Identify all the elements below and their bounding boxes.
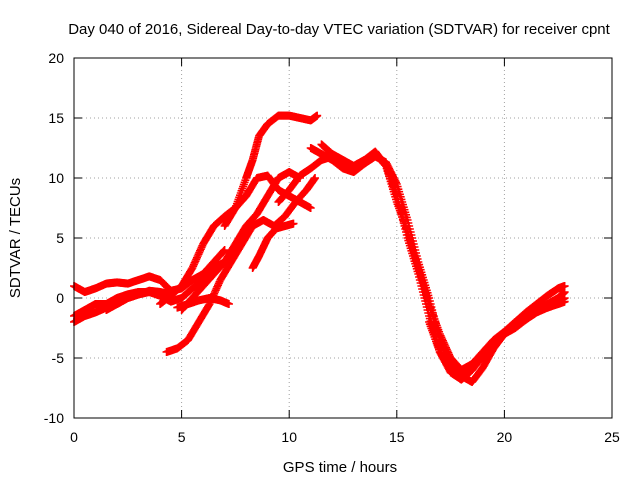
axis-ticks: 0 5 10 15 20 25 -10 -5 0 5 10 15 20 xyxy=(44,50,620,445)
y-tick-label: -10 xyxy=(44,410,64,426)
x-axis-label: GPS time / hours xyxy=(283,459,397,476)
x-tick-label: 25 xyxy=(604,429,620,445)
grid-lines xyxy=(74,58,612,418)
x-tick-label: 5 xyxy=(178,429,186,445)
series-track-10 xyxy=(248,219,298,272)
x-tick-label: 20 xyxy=(497,429,513,445)
y-tick-label: 15 xyxy=(48,110,64,126)
series-track-14 xyxy=(425,297,569,380)
y-tick-label: -5 xyxy=(52,350,65,366)
data-point xyxy=(220,246,229,254)
y-tick-label: 5 xyxy=(56,230,64,246)
data-points xyxy=(70,111,569,386)
data-point xyxy=(311,174,320,182)
series-track-8 xyxy=(177,168,304,314)
series-track-4 xyxy=(102,288,175,314)
data-point xyxy=(224,300,233,308)
data-point xyxy=(313,111,322,120)
y-tick-label: 20 xyxy=(48,50,64,66)
series-track-6 xyxy=(162,174,320,356)
data-point xyxy=(306,204,315,212)
x-tick-label: 15 xyxy=(389,429,405,445)
series-track-13 xyxy=(317,140,569,374)
data-point xyxy=(560,288,569,296)
chart-title: Day 040 of 2016, Sidereal Day-to-day VTE… xyxy=(68,21,610,38)
y-tick-label: 10 xyxy=(48,170,64,186)
x-tick-label: 0 xyxy=(70,429,78,445)
data-point xyxy=(289,219,298,228)
data-point xyxy=(560,297,569,306)
series-track-9 xyxy=(220,111,322,230)
y-axis-label: SDTVAR / TECUs xyxy=(7,178,24,298)
x-tick-label: 10 xyxy=(281,429,297,445)
y-tick-label: 0 xyxy=(56,290,64,306)
